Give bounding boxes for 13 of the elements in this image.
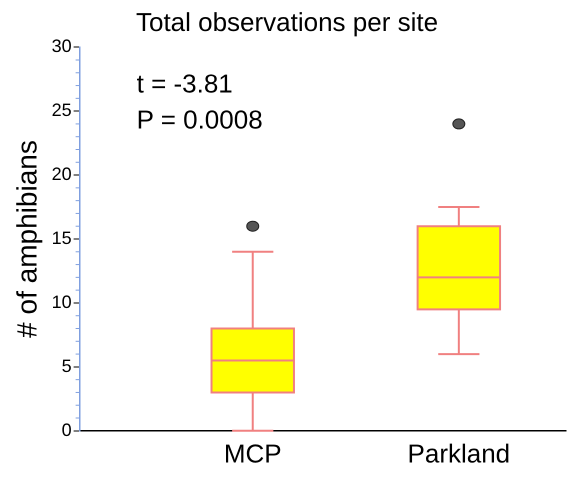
y-tick-label: 0 [62,420,72,440]
y-tick-label: 25 [52,100,72,120]
y-tick-label: 20 [52,164,72,184]
y-tick-label: 10 [52,292,72,312]
annotation: P = 0.0008 [136,104,263,134]
chart-title: Total observations per site [136,6,438,37]
y-tick-label: 30 [52,36,72,56]
x-tick-label: MCP [224,438,282,469]
y-tick-label: 15 [52,228,72,248]
y-tick-label: 5 [62,356,72,376]
x-tick-label: Parkland [408,438,510,469]
y-axis-title: # of amphibians [12,140,43,338]
annotation: t = -3.81 [136,68,233,98]
